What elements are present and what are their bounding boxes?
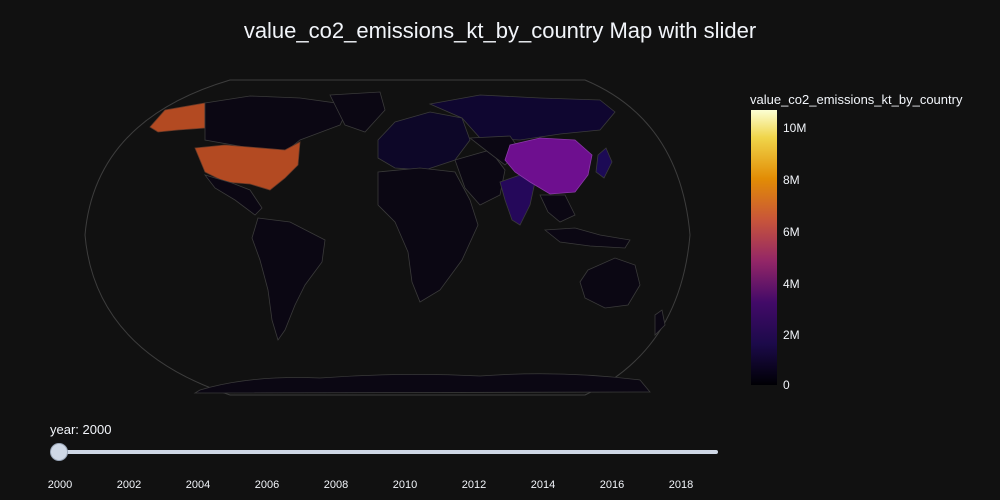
colorbar-tick: 0 [783,378,790,392]
colorbar-title: value_co2_emissions_kt_by_country [750,92,963,107]
slider-year-tick[interactable]: 2014 [530,479,556,491]
mexico-region[interactable] [203,174,263,216]
year-slider-thumb[interactable] [50,443,68,461]
slider-year-tick[interactable]: 2004 [185,479,211,491]
australia-region[interactable] [579,257,641,309]
slider-year-tick[interactable]: 2008 [323,479,349,491]
south-america-region[interactable] [251,217,326,341]
slider-label: year: 2000 [50,422,112,437]
indonesia-region[interactable] [543,227,631,249]
slider-year-tick[interactable]: 2002 [116,479,142,491]
canada-region[interactable] [204,95,351,153]
new-zealand-region[interactable] [654,309,666,336]
greenland-region[interactable] [329,91,386,133]
colorbar-tick: 10M [783,121,807,135]
globe-outline [84,79,691,396]
colorbar-gradient [751,110,777,385]
slider-year-tick[interactable]: 2012 [461,479,487,491]
china-region[interactable] [504,137,593,195]
antarctica-region[interactable] [193,373,651,394]
colorbar-tick: 2M [783,328,800,342]
slider-year-tick[interactable]: 2000 [47,479,73,491]
colorbar-tick: 6M [783,225,800,239]
europe-region[interactable] [377,111,471,171]
slider-year-tick[interactable]: 2010 [392,479,418,491]
colorbar-tick: 8M [783,173,800,187]
slider-year-tick[interactable]: 2016 [599,479,625,491]
colorbar-tick: 4M [783,277,800,291]
india-region[interactable] [499,174,536,226]
slider-year-tick[interactable]: 2006 [254,479,280,491]
chart-title: value_co2_emissions_kt_by_country Map wi… [243,18,757,43]
africa-region[interactable] [377,167,479,303]
russia-region[interactable] [428,94,616,141]
southeast-asia-region[interactable] [539,194,576,223]
year-slider-track[interactable] [58,450,718,454]
slider-year-tick[interactable]: 2018 [668,479,694,491]
japan-region[interactable] [595,147,613,179]
alaska-region[interactable] [149,102,206,133]
